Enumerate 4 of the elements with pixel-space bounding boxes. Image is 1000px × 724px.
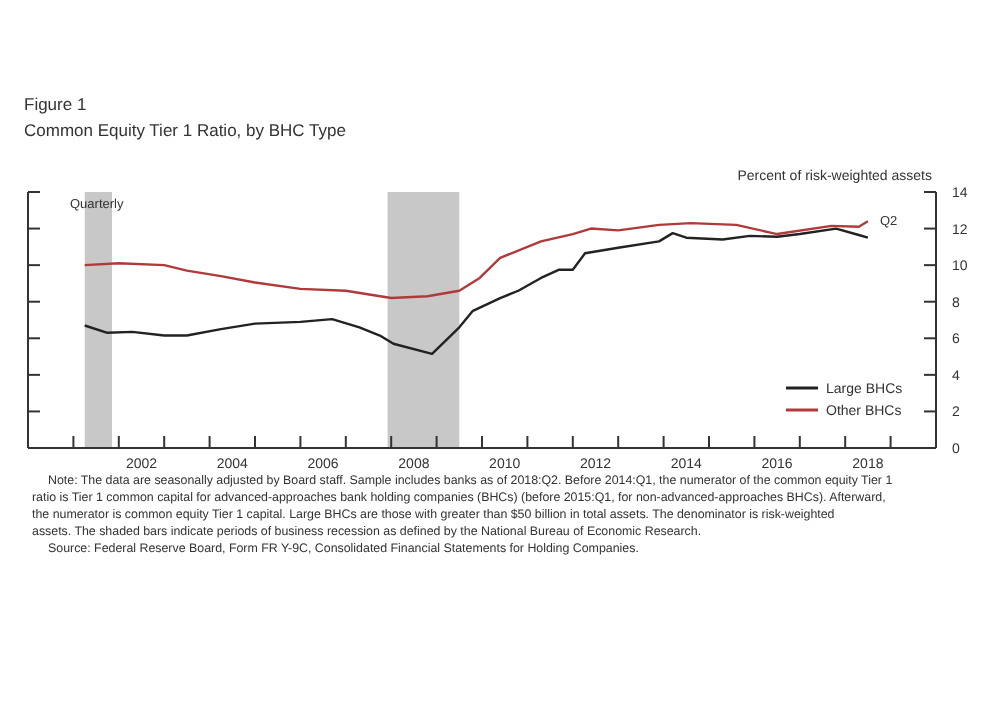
- chart-subtitle: Common Equity Tier 1 Ratio, by BHC Type: [24, 120, 347, 140]
- chart-title: Figure 1: [24, 94, 87, 114]
- line-series: [83, 227, 870, 356]
- line-series: [83, 220, 870, 300]
